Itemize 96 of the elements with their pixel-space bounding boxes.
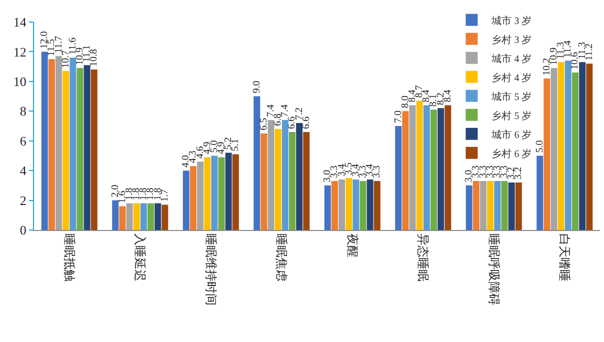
bar [544, 78, 550, 230]
bar [444, 105, 452, 230]
data-label: 7.0 [392, 110, 404, 123]
bar [579, 62, 586, 230]
bar [564, 60, 572, 230]
bar [296, 123, 303, 230]
bar [501, 180, 508, 230]
bar [324, 185, 331, 230]
bar [480, 180, 487, 230]
data-label: 5.0 [534, 140, 546, 153]
bar [466, 185, 472, 230]
data-label: 8.4 [442, 90, 454, 102]
bar [558, 62, 564, 230]
data-label: 9.0 [251, 80, 262, 94]
bar [395, 126, 402, 230]
x-tick-label: 夜醒 [345, 233, 360, 258]
y-tick-label: 14 [13, 14, 27, 30]
bar [282, 120, 288, 230]
bar [232, 154, 239, 230]
bar [366, 179, 374, 230]
bar [360, 180, 366, 230]
bar [204, 157, 211, 230]
bar [472, 180, 480, 230]
bar [494, 180, 501, 230]
y-tick-label: 8 [20, 104, 26, 119]
y-tick-label: 10 [13, 74, 26, 89]
bar [112, 200, 119, 230]
bar [423, 105, 430, 230]
bar [331, 180, 338, 230]
bar [515, 182, 522, 230]
bar [438, 108, 444, 230]
bar [90, 70, 98, 230]
y-tick-label: 6 [20, 133, 27, 148]
y-tick-label: 4 [20, 163, 27, 178]
bar [84, 65, 90, 230]
bar [254, 96, 260, 230]
y-tick-label: 0 [20, 222, 26, 238]
data-label: 6.5 [258, 118, 270, 130]
y-tick-label: 2 [20, 192, 26, 208]
bar [41, 52, 48, 230]
bar [140, 203, 147, 230]
bar [126, 203, 133, 230]
bar [182, 170, 190, 230]
bar [274, 128, 282, 230]
x-tick-label: 睡眠焦虑 [274, 233, 289, 282]
bar [225, 152, 232, 230]
bar [56, 56, 62, 230]
bar [508, 182, 515, 230]
legend-label: 城市 6 岁 [490, 128, 532, 141]
data-label: 7.4 [280, 104, 291, 118]
bar [70, 58, 76, 230]
bar [119, 206, 126, 230]
bar [154, 203, 162, 230]
x-tick-label: 异态睡眠 [416, 233, 430, 282]
bar [572, 72, 578, 230]
legend-label: 乡村 3 岁 [492, 34, 532, 46]
bar [430, 110, 437, 230]
legend-label: 乡村 4 岁 [492, 72, 532, 84]
bar [218, 157, 225, 230]
x-tick-label: 白天嗜睡 [558, 233, 572, 282]
bar [133, 203, 140, 230]
bar [197, 162, 204, 230]
legend-label: 乡村 6 岁 [492, 148, 532, 160]
bar [416, 100, 423, 230]
bar [48, 59, 55, 230]
x-tick-label: 睡眠维持时间 [204, 233, 218, 306]
bar [346, 178, 352, 230]
bar [352, 179, 360, 230]
legend-label: 城市 4 岁 [490, 52, 532, 65]
legend-label: 城市 5 岁 [490, 90, 532, 103]
x-tick-label: 睡眠抵触 [62, 233, 76, 282]
y-tick-label: 12 [13, 44, 26, 60]
bar [586, 64, 593, 230]
bar [487, 180, 494, 230]
bar [338, 179, 346, 230]
bar [374, 180, 380, 230]
bar [288, 132, 296, 230]
legend-label: 城市 3 岁 [490, 14, 532, 27]
bar [190, 166, 196, 230]
bar [211, 156, 218, 230]
bar [147, 203, 154, 230]
bar [76, 68, 84, 230]
x-tick-label: 入睡延迟 [133, 233, 148, 282]
bar [402, 111, 409, 230]
data-label: 6.6 [300, 116, 312, 129]
bar [409, 105, 416, 230]
legend-label: 乡村 5 岁 [492, 110, 532, 122]
bar [550, 68, 558, 230]
x-tick-label: 睡眠呼吸障碍 [486, 233, 501, 306]
bar [268, 120, 274, 230]
bar [303, 132, 310, 230]
bar [260, 133, 268, 230]
bar [536, 156, 544, 230]
bar [62, 71, 70, 230]
data-label: 11.2 [584, 43, 595, 61]
bar [162, 204, 168, 230]
